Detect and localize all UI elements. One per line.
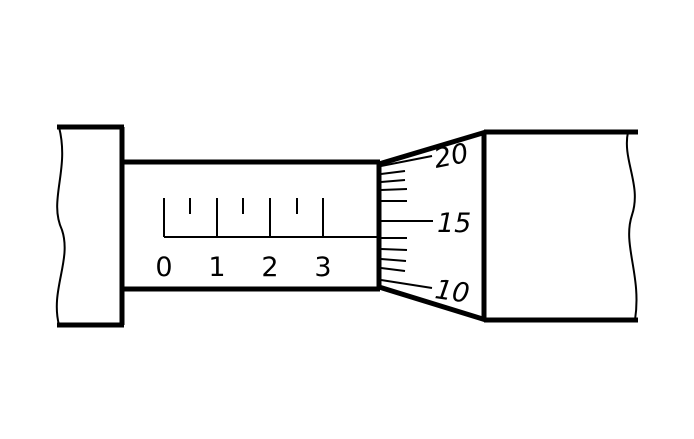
frame-block [55, 124, 125, 328]
sleeve-label-1: 1 [208, 252, 225, 283]
thimble [378, 129, 487, 323]
thimble-label-15: 15 [437, 208, 471, 239]
sleeve-label-0: 0 [155, 252, 172, 283]
thimble-scale [380, 155, 433, 289]
thimble-mark-19 [380, 170, 406, 175]
thimble-label-20: 20 [431, 138, 471, 175]
sleeve-scale [163, 198, 377, 238]
sleeve-label-3: 3 [314, 252, 331, 283]
thimble-mark-12 [380, 258, 407, 262]
thimble-mark-10 [380, 279, 433, 289]
sleeve-scale-labels: 0 1 2 3 [155, 252, 331, 283]
ratchet-body [484, 129, 638, 323]
thimble-scale-labels: 10 15 20 [431, 138, 471, 310]
thimble-mark-20 [380, 155, 433, 167]
thimble-mark-18 [380, 179, 406, 183]
thimble-mark-11 [380, 267, 406, 272]
sleeve-label-2: 2 [261, 252, 278, 283]
thimble-mark-17 [380, 188, 408, 191]
thimble-mark-13 [380, 248, 408, 251]
sleeve [122, 159, 382, 292]
thimble-label-10: 10 [433, 274, 471, 309]
